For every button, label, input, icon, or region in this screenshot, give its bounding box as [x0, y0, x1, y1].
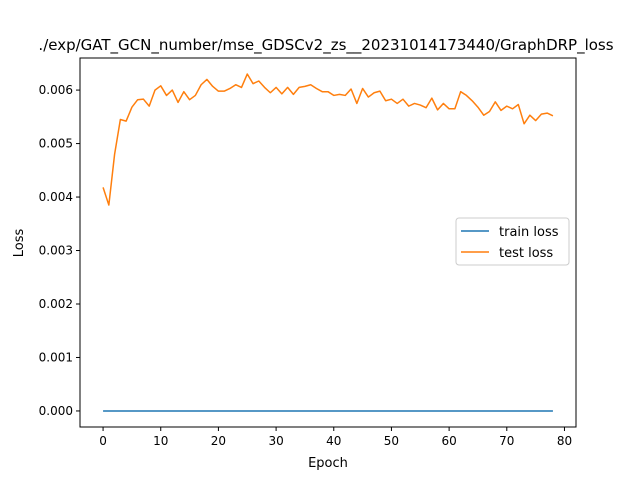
- legend-label: test loss: [499, 246, 553, 261]
- x-tick-label: 70: [499, 434, 514, 448]
- x-tick-label: 30: [268, 434, 283, 448]
- series-line-test-loss: [102, 73, 554, 206]
- legend-label: train loss: [499, 225, 559, 240]
- x-tick-label: 40: [326, 434, 341, 448]
- legend: train loss test loss: [455, 217, 570, 266]
- x-tick-label: 0: [99, 434, 107, 448]
- y-tick-label: 0.004: [39, 190, 73, 204]
- y-tick-label: 0.005: [39, 137, 73, 151]
- x-tick-label: 60: [441, 434, 456, 448]
- y-axis-label: Loss: [12, 229, 27, 258]
- x-tick-label: 50: [384, 434, 399, 448]
- x-tick-label: 10: [153, 434, 168, 448]
- x-tick-label: 20: [211, 434, 226, 448]
- x-axis-ticks: 0 10 20 30 40 50 60 70 80: [99, 427, 572, 448]
- y-tick-label: 0.002: [39, 297, 73, 311]
- y-tick-label: 0.006: [39, 83, 73, 97]
- y-axis-ticks: 0.000 0.001 0.002 0.003 0.004 0.005 0.006: [39, 83, 80, 418]
- x-tick-label: 80: [557, 434, 572, 448]
- x-axis-label: Epoch: [308, 456, 348, 471]
- y-tick-label: 0.003: [39, 244, 73, 258]
- plot-area: [79, 57, 577, 428]
- chart-title: ./exp/GAT_GCN_number/mse_GDSCv2_zs__2023…: [38, 36, 613, 55]
- series-layer: [102, 73, 554, 412]
- legend-box: [455, 217, 570, 266]
- y-tick-label: 0.001: [39, 350, 73, 364]
- y-tick-label: 0.000: [39, 404, 73, 418]
